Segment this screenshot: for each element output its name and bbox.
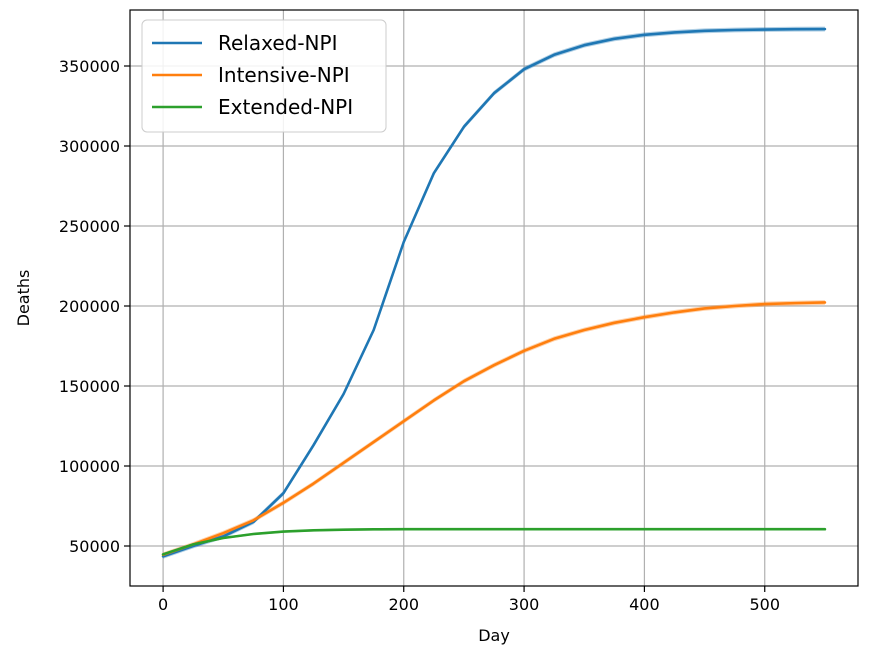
x-axis-ticks: 0 100 200 300 400 500 <box>158 586 780 614</box>
x-tick-label: 200 <box>388 595 419 614</box>
y-tick-label: 300000 <box>59 137 120 156</box>
y-tick-label: 50000 <box>69 537 120 556</box>
y-tick-label: 200000 <box>59 297 120 316</box>
x-tick-label: 0 <box>158 595 168 614</box>
x-tick-label: 400 <box>629 595 660 614</box>
x-tick-label: 300 <box>509 595 540 614</box>
legend-entry: Extended-NPI <box>218 95 353 119</box>
confidence-band-1 <box>163 300 825 558</box>
y-tick-label: 350000 <box>59 57 120 76</box>
x-axis-label: Day <box>478 626 510 645</box>
plot-frame <box>129 9 859 587</box>
series-line-0 <box>161 27 827 558</box>
y-tick-label: 250000 <box>59 217 120 236</box>
y-axis-ticks: 50000 100000 150000 200000 250000 300000 35000… <box>59 57 130 556</box>
legend: Relaxed-NPI Intensive-NPI Extended-NPI <box>141 19 387 133</box>
x-tick-label: 100 <box>268 595 299 614</box>
y-tick-label: 150000 <box>59 377 120 396</box>
series-line-1 <box>161 301 827 557</box>
series-line-2 <box>161 527 827 556</box>
legend-entry: Intensive-NPI <box>218 63 350 87</box>
legend-entry: Relaxed-NPI <box>218 31 337 55</box>
y-axis-label: Deaths <box>14 270 33 327</box>
series-lines <box>161 27 827 558</box>
legend-box <box>141 19 387 133</box>
y-tick-label: 100000 <box>59 457 120 476</box>
x-tick-label: 500 <box>749 595 780 614</box>
